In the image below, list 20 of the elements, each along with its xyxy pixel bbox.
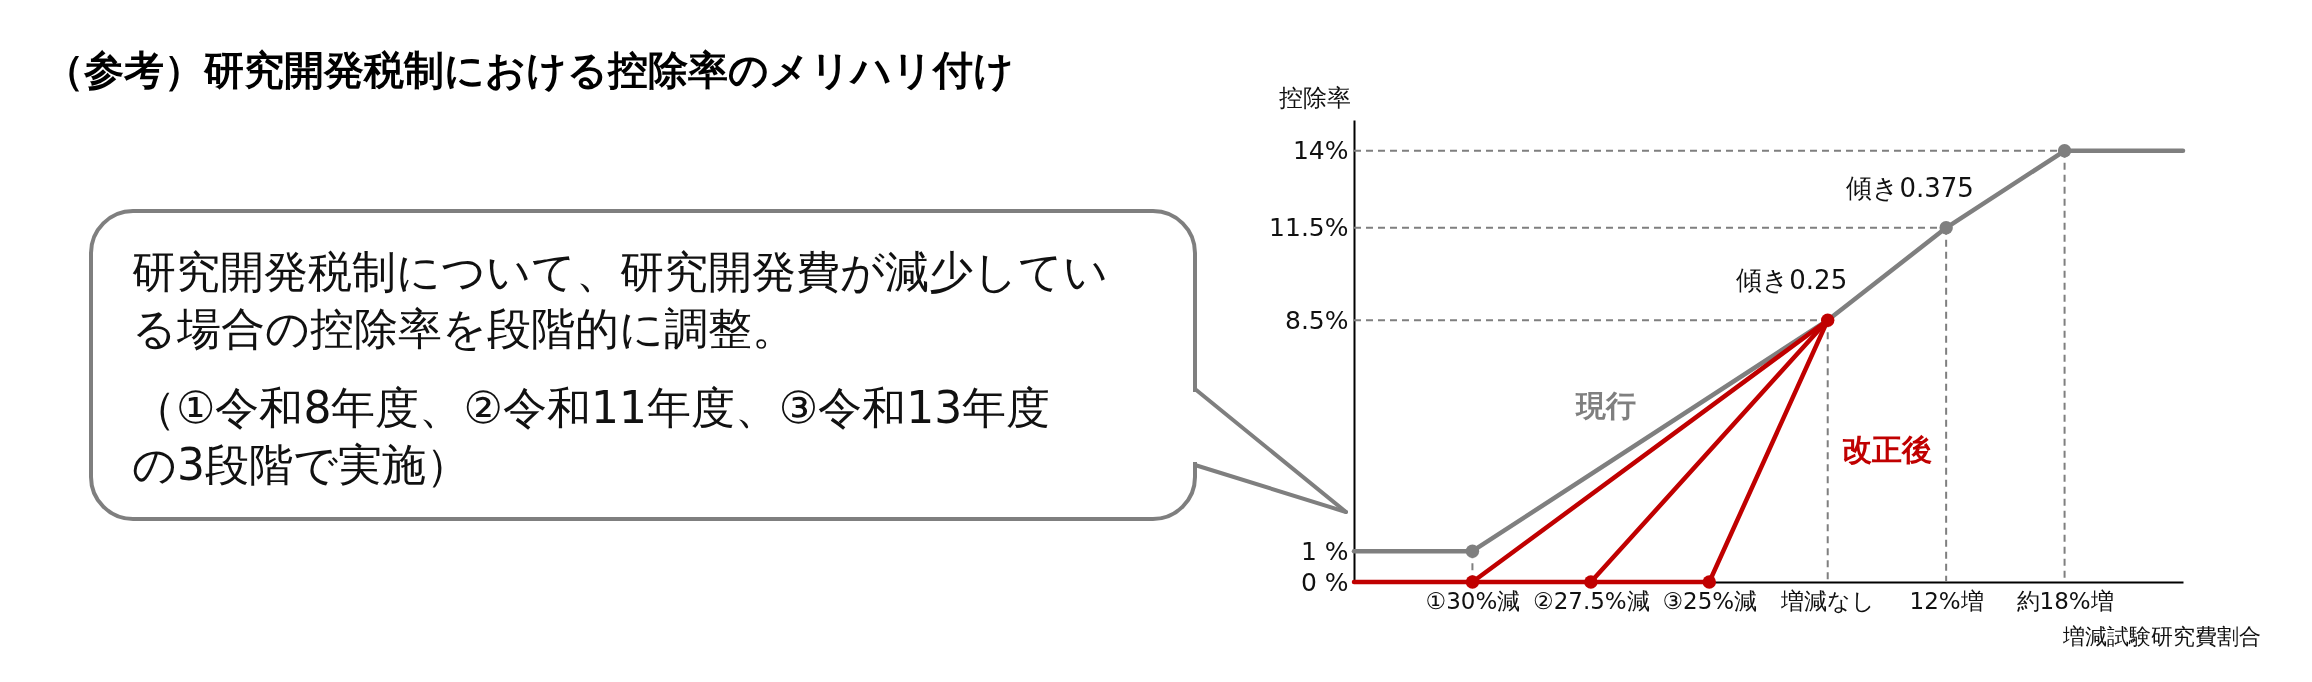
text: （参考）研究開発税制における控除率のメリハリ付け (44, 47, 1014, 93)
x-tick-label: 12%増 (1909, 587, 1984, 614)
x-tick-label: ①30%減 (1425, 587, 1521, 614)
annotation: 傾き0.375 (1846, 172, 1974, 203)
x-axis-title: 増減試験研究費割合 (2061, 623, 2261, 649)
x-tick-label: 約18%増 (2016, 587, 2114, 614)
text: 研究開発税制について、研究開発費が減少している場合の控除率を段階的に調整。 (132, 246, 1108, 354)
series-label: 改正後 (1841, 432, 1932, 468)
series-label: 現行 (1575, 387, 1637, 423)
y-tick-label: 1 % (1300, 536, 1349, 566)
x-tick-label: 増減なし (1780, 587, 1876, 614)
x-tick-label: ②27.5%減 (1533, 587, 1650, 614)
y-tick-label: 8.5% (1284, 305, 1349, 335)
y-tick-label: 14% (1292, 136, 1349, 166)
annotation: 傾き0.25 (1736, 265, 1848, 296)
x-tick-label: ③25%減 (1662, 587, 1758, 614)
y-tick-label: 0 % (1300, 567, 1349, 597)
y-tick-label: 11.5% (1269, 213, 1349, 243)
text: （①令和8年度、②令和11年度、③令和13年度の3段階で実施） (132, 382, 1051, 490)
y-axis-title: 控除率 (1278, 83, 1351, 112)
